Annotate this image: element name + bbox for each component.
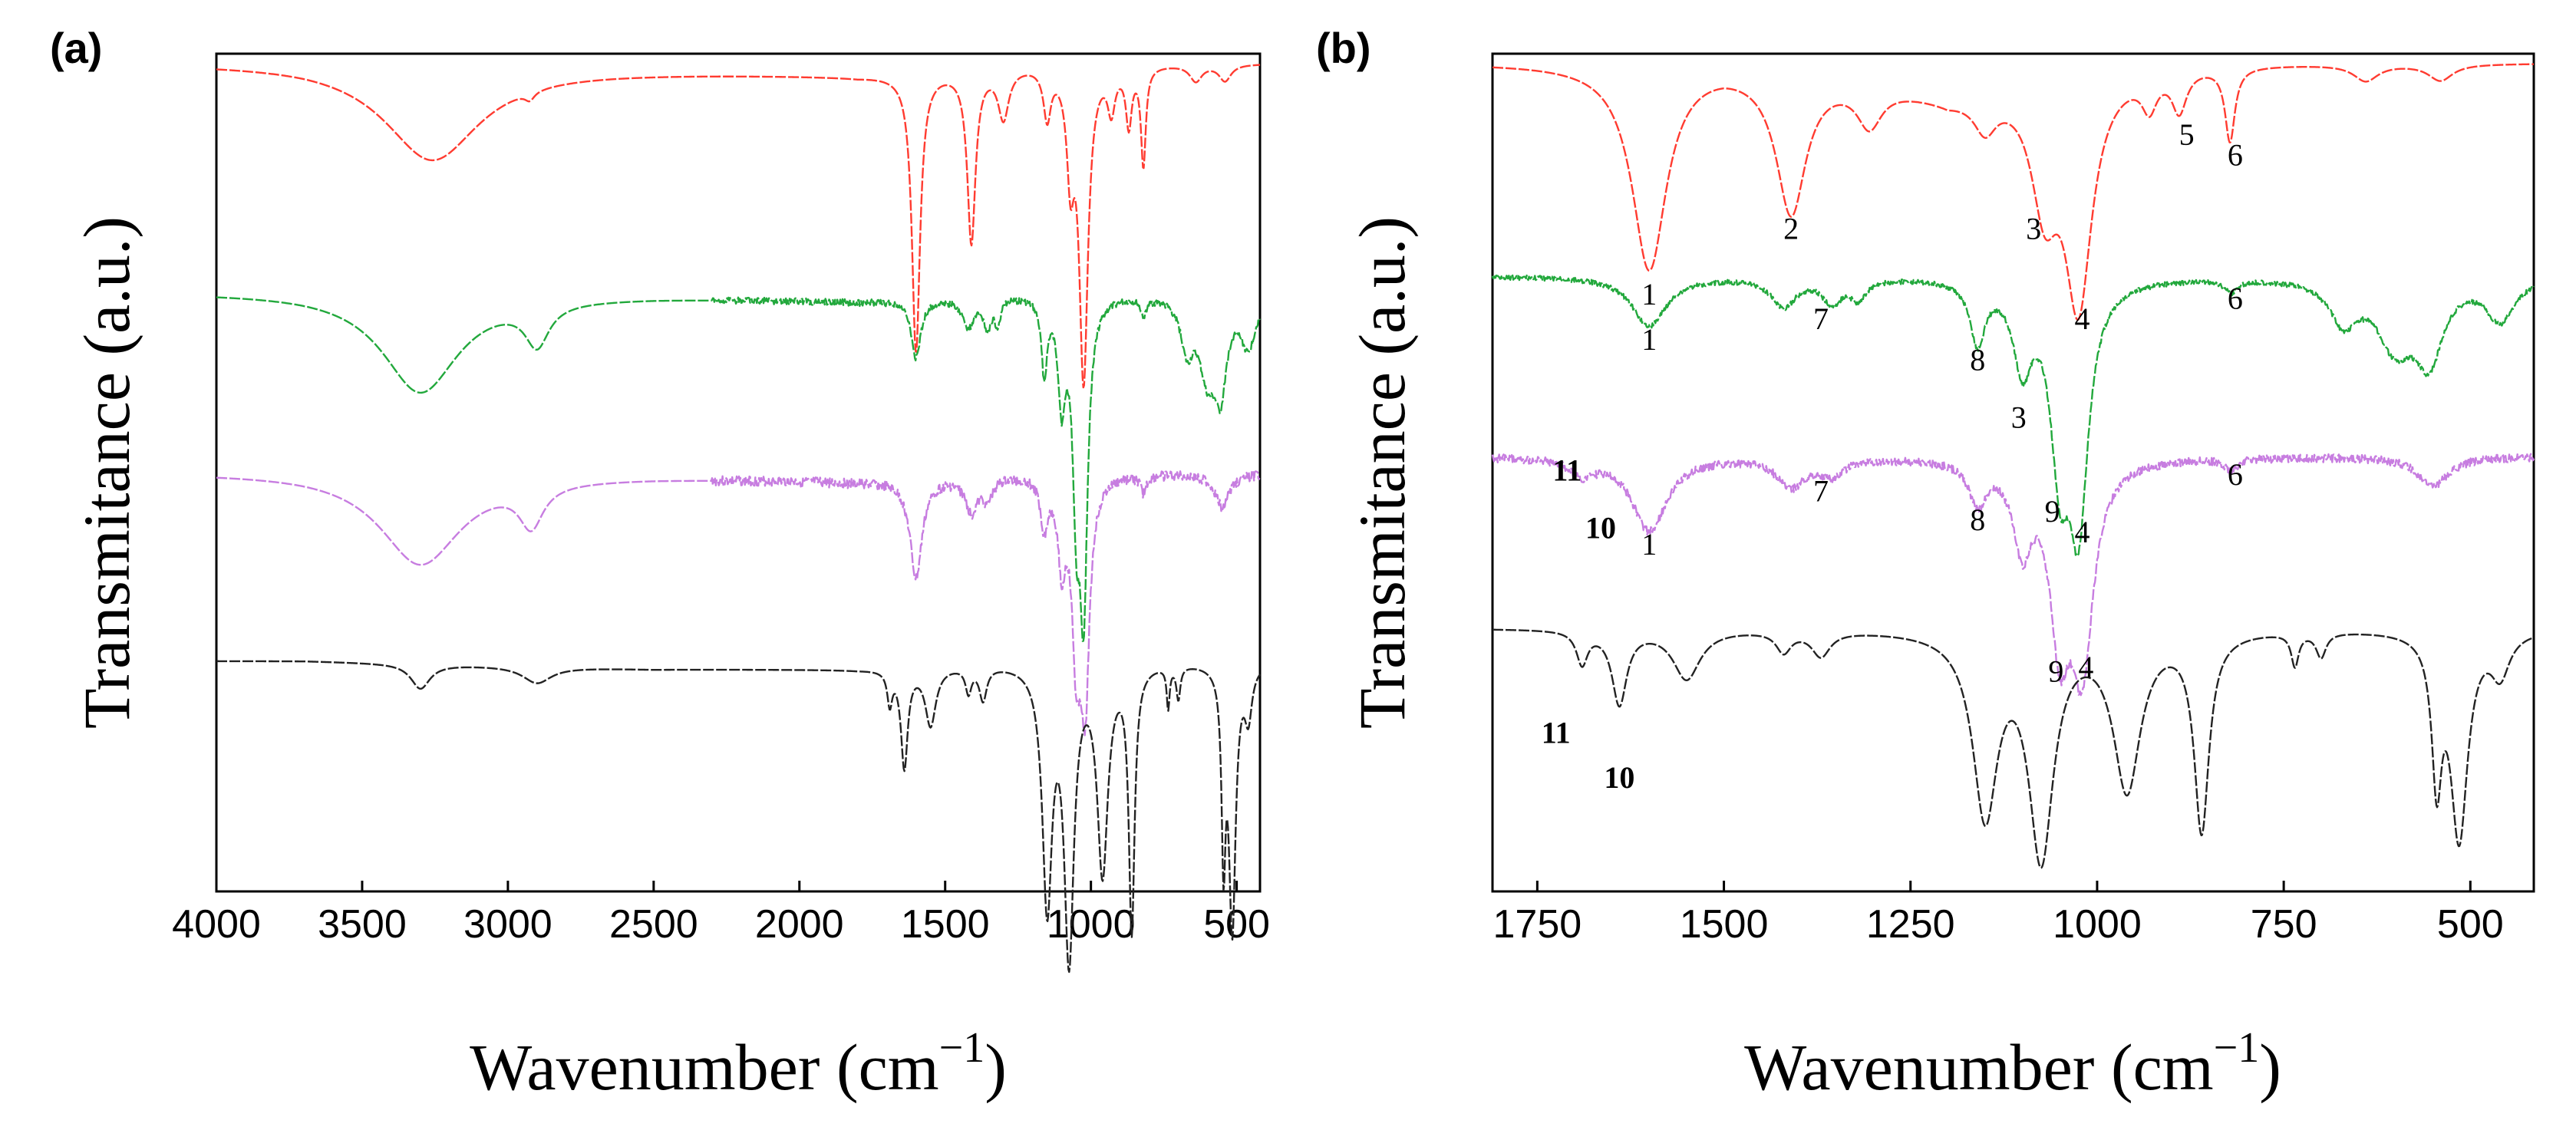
x-axis-title-a: Wavenumber (cm−1): [470, 1024, 1007, 1104]
series-line-black: [216, 660, 1261, 974]
panel-a: (a) 4000 3500 3000 2500 2000 1500 1000 500 Tran…: [50, 24, 1270, 1104]
x-tick-label: 1250: [1866, 902, 1955, 947]
peak-label: 5: [2179, 117, 2195, 152]
series-line-red: [216, 64, 1261, 389]
peak-label: 11: [1552, 453, 1582, 488]
x-axis-title-b: Wavenumber (cm−1): [1744, 1024, 2281, 1104]
peak-label: 1: [1641, 527, 1657, 562]
peak-label: 10: [1604, 760, 1634, 795]
peak-label: 4: [2074, 515, 2089, 549]
peak-label: 7: [1813, 473, 1829, 508]
x-tick-label: 750: [2251, 902, 2317, 947]
peak-label: 3: [2011, 400, 2027, 434]
peak-label: 9: [2048, 654, 2063, 688]
peak-label: 6: [2228, 138, 2243, 173]
x-tick-label: 3000: [463, 902, 552, 947]
peak-label: 11: [1542, 715, 1571, 749]
x-tick-label: 2500: [609, 902, 698, 947]
series-line-green: [216, 296, 1262, 642]
x-tick-label: 500: [2437, 902, 2504, 947]
peak-label: 1: [1641, 277, 1657, 311]
peak-label: 8: [1970, 502, 1985, 537]
peak-label: 6: [2228, 281, 2243, 315]
peak-label: 7: [1813, 301, 1829, 336]
x-axis-title-a-main: Wavenumber (cm: [470, 1030, 939, 1104]
peak-label: 8: [1970, 343, 1985, 377]
x-tick-label: 2000: [755, 902, 844, 947]
peak-label: 1: [1641, 322, 1657, 357]
x-tick-label: 1000: [1047, 902, 1136, 947]
x-ticks-b: 1750 1500 1250 1000 750 500: [1493, 881, 2504, 947]
peak-label: 6: [2228, 457, 2243, 492]
peak-label: 9: [2045, 494, 2060, 529]
plot-frame-a: [215, 52, 1262, 893]
x-tick-label: 1500: [1680, 902, 1769, 947]
x-axis-title-b-main: Wavenumber (cm: [1744, 1030, 2214, 1104]
x-ticks-a: 4000 3500 3000 2500 2000 1500 1000 500: [172, 881, 1270, 947]
series-line-green: [1491, 274, 2535, 558]
plot-frame-b: [1491, 52, 2535, 893]
x-tick-label: 1000: [2053, 902, 2142, 947]
panel-b: (b) 1750 1500 1250 1000 750 500 12 34561783611…: [1316, 24, 2535, 1104]
x-axis-title-b-sup: −1: [2214, 1024, 2260, 1072]
peak-label: 4: [2078, 650, 2093, 684]
x-tick-label: 1750: [1493, 902, 1582, 947]
peak-label: 2: [1783, 212, 1799, 246]
x-tick-label: 500: [1203, 902, 1270, 947]
x-tick-label: 4000: [172, 902, 261, 947]
series-group-a: [216, 64, 1262, 974]
panel-label-a: (a): [50, 24, 102, 72]
x-axis-title-a-sup: −1: [939, 1024, 985, 1072]
x-axis-title-a-tail: ): [985, 1030, 1007, 1104]
peak-label: 3: [2026, 212, 2041, 246]
y-axis-title-b: Transmitance (a.u.): [1345, 216, 1419, 729]
series-group-b: [1491, 63, 2535, 869]
series-line-purple: [216, 470, 1261, 736]
series-line-black: [1492, 628, 2535, 869]
peak-label: 10: [1585, 510, 1616, 545]
series-line-purple: [1491, 453, 2535, 697]
x-axis-title-b-tail: ): [2259, 1030, 2281, 1104]
y-axis-title-a: Transmitance (a.u.): [70, 216, 143, 729]
peak-label: 4: [2074, 301, 2089, 336]
x-tick-label: 1500: [901, 902, 990, 947]
x-tick-label: 3500: [318, 902, 407, 947]
panel-label-b: (b): [1316, 24, 1371, 72]
series-line-red: [1492, 63, 2535, 321]
